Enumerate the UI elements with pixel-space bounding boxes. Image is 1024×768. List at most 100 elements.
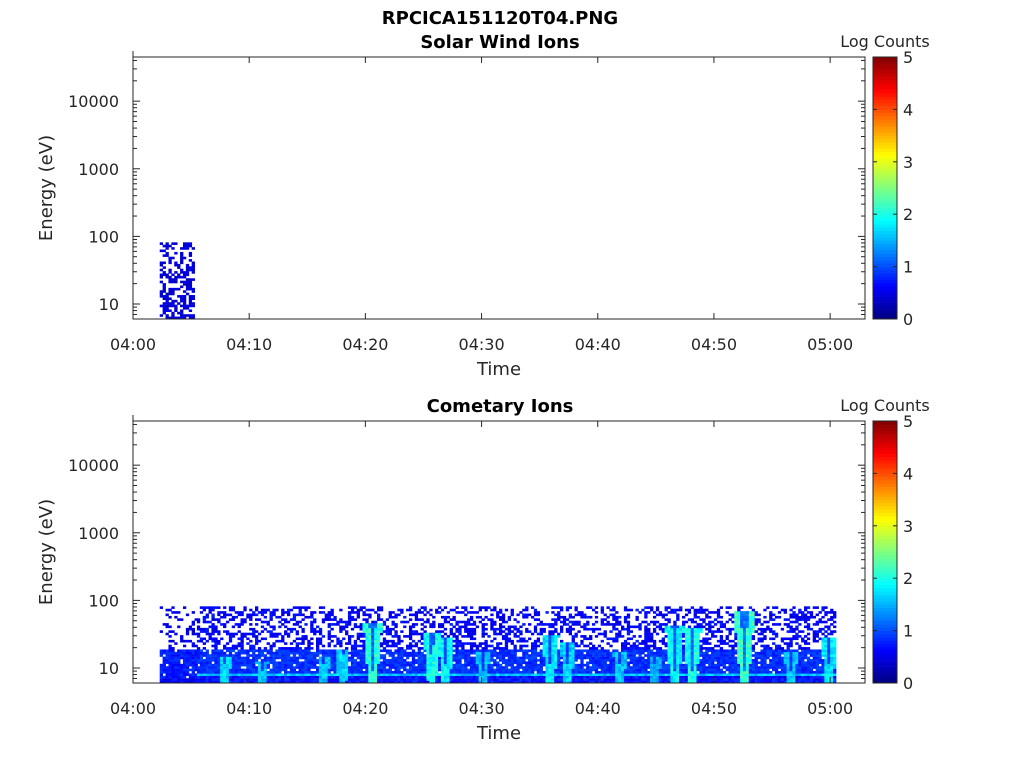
spectrogram-cell bbox=[734, 627, 738, 631]
spectrogram-cell bbox=[391, 615, 395, 619]
spectrogram-cell bbox=[673, 644, 677, 648]
spectrogram-cell bbox=[237, 666, 241, 669]
spectrogram-cell bbox=[339, 630, 343, 633]
spectrogram-cell bbox=[499, 659, 503, 662]
spectrogram-cell bbox=[342, 678, 346, 681]
spectrogram-cell bbox=[426, 656, 430, 660]
spectrogram-cell bbox=[168, 654, 172, 657]
colorbar-segment bbox=[873, 66, 897, 71]
spectrogram-cell bbox=[414, 613, 419, 617]
spectrogram-cell bbox=[499, 608, 503, 612]
spectrogram-cell bbox=[562, 680, 567, 684]
spectrogram-cell bbox=[168, 647, 172, 650]
spectrogram-cell bbox=[333, 675, 337, 679]
spectrogram-cell bbox=[307, 671, 311, 674]
spectrogram-cell bbox=[504, 663, 509, 667]
spectrogram-cell bbox=[379, 649, 384, 653]
spectrogram-cell bbox=[214, 644, 218, 648]
spectrogram-cell bbox=[687, 608, 692, 612]
spectrogram-cell bbox=[513, 673, 517, 677]
spectrogram-cell bbox=[185, 304, 190, 308]
spectrogram-cell bbox=[182, 668, 187, 672]
spectrogram-cell bbox=[664, 635, 668, 638]
spectrogram-cell bbox=[377, 654, 381, 657]
spectrogram-cell bbox=[693, 608, 697, 612]
spectrogram-cell bbox=[655, 663, 660, 667]
spectrogram-cell bbox=[377, 651, 381, 655]
spectrogram-cell bbox=[177, 680, 181, 684]
spectrogram-cell bbox=[168, 292, 172, 296]
spectrogram-cell bbox=[757, 627, 761, 631]
spectrogram-cell bbox=[429, 639, 433, 643]
spectrogram-cell bbox=[223, 654, 227, 657]
spectrogram-cell bbox=[391, 675, 395, 679]
spectrogram-cell bbox=[260, 649, 265, 653]
spectrogram-cell bbox=[406, 668, 410, 672]
spectrogram-cell bbox=[586, 673, 590, 677]
spectrogram-cell bbox=[188, 675, 193, 679]
spectrogram-cell bbox=[731, 659, 735, 662]
spectrogram-cell bbox=[591, 661, 596, 665]
spectrogram-cell bbox=[609, 663, 613, 667]
spectrogram-cell bbox=[281, 608, 285, 612]
spectrogram-cell bbox=[501, 661, 506, 665]
spectrogram-cell bbox=[408, 642, 413, 645]
spectrogram-cell bbox=[397, 647, 401, 650]
spectrogram-cell bbox=[467, 642, 471, 645]
spectrogram-cell bbox=[165, 651, 169, 655]
spectrogram-cell bbox=[202, 666, 207, 669]
spectrogram-cell bbox=[374, 668, 378, 672]
spectrogram-cell bbox=[731, 649, 735, 653]
spectrogram-cell bbox=[168, 244, 172, 248]
spectrogram-cell bbox=[644, 649, 648, 653]
spectrogram-cell bbox=[214, 651, 218, 655]
spectrogram-cell bbox=[243, 663, 247, 667]
spectrogram-cell bbox=[568, 671, 573, 674]
spectrogram-cell bbox=[467, 651, 471, 655]
spectrogram-cell bbox=[577, 680, 581, 684]
spectrogram-cell bbox=[339, 651, 343, 655]
spectrogram-cell bbox=[379, 656, 384, 660]
spectrogram-cell bbox=[751, 644, 756, 648]
spectrogram-cell bbox=[725, 675, 729, 679]
spectrogram-cell bbox=[362, 673, 366, 677]
spectrogram-cell bbox=[438, 663, 442, 667]
spectrogram-cell bbox=[171, 316, 175, 320]
spectrogram-cell bbox=[214, 663, 218, 667]
spectrogram-cell bbox=[255, 613, 259, 617]
spectrogram-cell bbox=[711, 632, 715, 636]
spectrogram-cell bbox=[374, 625, 378, 629]
spectrogram-cell bbox=[583, 656, 587, 660]
spectrogram-cell bbox=[180, 671, 184, 674]
spectrogram-cell bbox=[374, 659, 378, 662]
spectrogram-cell bbox=[318, 611, 323, 614]
spectrogram-cell bbox=[615, 675, 619, 679]
spectrogram-cell bbox=[705, 654, 709, 657]
spectrogram-cell bbox=[196, 618, 201, 621]
colorbar-segment bbox=[873, 207, 897, 212]
spectrogram-cell bbox=[429, 651, 433, 655]
spectrogram-cell bbox=[458, 666, 462, 669]
spectrogram-cell bbox=[690, 656, 695, 660]
spectrogram-cell bbox=[162, 271, 166, 274]
spectrogram-cell bbox=[565, 666, 570, 669]
spectrogram-cell bbox=[606, 663, 610, 667]
spectrogram-cell bbox=[391, 666, 395, 669]
spectrogram-cell bbox=[597, 644, 602, 648]
spectrogram-cell bbox=[191, 278, 195, 281]
spectrogram-cell bbox=[621, 666, 625, 669]
spectrogram-cell bbox=[240, 668, 244, 672]
spectrogram-cell bbox=[394, 678, 398, 681]
spectrogram-cell bbox=[168, 644, 172, 648]
spectrogram-cell bbox=[385, 659, 390, 662]
spectrogram-cell bbox=[377, 613, 381, 617]
spectrogram-cell bbox=[690, 642, 695, 645]
spectrogram-cell bbox=[548, 642, 552, 645]
spectrogram-cell bbox=[728, 613, 732, 617]
spectrogram-cell bbox=[600, 632, 604, 636]
spectrogram-cell bbox=[536, 613, 541, 617]
spectrogram-cell bbox=[426, 659, 430, 662]
spectrogram-cell bbox=[673, 627, 677, 631]
spectrogram-cell bbox=[713, 630, 718, 633]
spectrogram-cell bbox=[174, 271, 178, 274]
